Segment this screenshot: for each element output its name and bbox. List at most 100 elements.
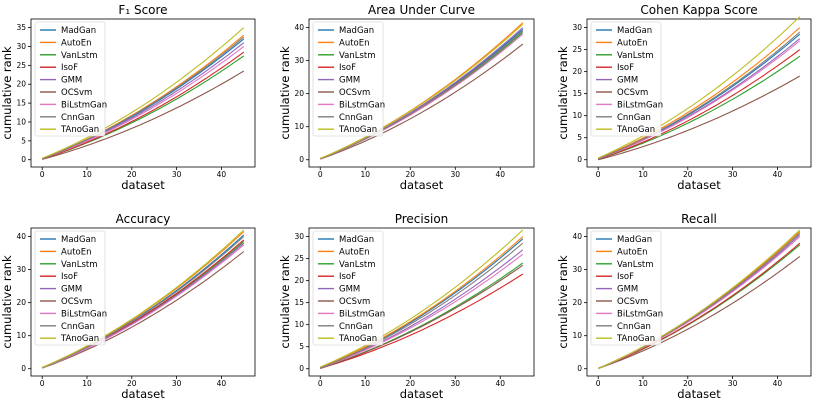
x-tick-label: 30	[728, 170, 738, 179]
legend-box	[590, 21, 662, 137]
series-line-autoen	[320, 236, 524, 368]
x-tick-label: 30	[450, 379, 460, 388]
legend-box	[312, 21, 384, 137]
series-line-isof	[598, 242, 801, 369]
legend-label: AutoEn	[61, 38, 92, 48]
legend-label: BiLstmGan	[61, 309, 107, 319]
subplot-6: Recall dataset cumulative rank 0 10 20 30 40 0 10…	[556, 212, 812, 401]
x-tick-label: 20	[683, 170, 693, 179]
series-line-cnngan	[41, 236, 245, 369]
y-tick-label: 30	[16, 42, 26, 51]
y-tick-label: 30	[294, 56, 304, 65]
chart-title: F₁ Score	[118, 3, 167, 17]
x-tick-label: 0	[40, 170, 45, 179]
x-tick-label: 0	[318, 379, 323, 388]
legend-box	[312, 230, 384, 346]
x-tick-label: 10	[360, 379, 370, 388]
legend: MadGan AutoEn VanLstm IsoF GMM OCSvm BiLstmGan…	[312, 21, 385, 137]
legend-label: MadGan	[61, 26, 96, 36]
series-line-cnngan	[597, 31, 801, 160]
x-tick-label: 10	[638, 379, 648, 388]
legend-label: GMM	[61, 285, 82, 295]
legend-label: MadGan	[339, 26, 374, 36]
series-line-tanogan	[597, 16, 801, 159]
legend-label: VanLstm	[61, 51, 98, 61]
legend-label: CnnGan	[617, 322, 651, 332]
series-line-tanogan	[320, 23, 524, 159]
series-line-bilstmgan	[320, 253, 524, 369]
legend-label: TAnoGan	[338, 125, 377, 135]
series-line-cnngan	[42, 36, 245, 160]
legend-label: TAnoGan	[338, 334, 377, 344]
y-tick-label: 20	[16, 80, 26, 89]
subplot-3: Cohen Kappa Score dataset cumulative rank 0…	[556, 3, 812, 192]
y-tick-label: 20	[572, 298, 582, 307]
legend-label: IsoF	[339, 63, 356, 73]
legend-label: CnnGan	[61, 322, 95, 332]
y-tick-label: 30	[572, 23, 582, 32]
legend-label: IsoF	[61, 63, 78, 73]
y-tick-label: 25	[294, 254, 304, 263]
series-line-bilstmgan	[42, 46, 245, 160]
y-tick-label: 20	[294, 89, 304, 98]
legend-label: VanLstm	[61, 260, 98, 270]
y-tick-label: 20	[16, 298, 26, 307]
x-tick-label: 10	[82, 170, 92, 179]
x-tick-label: 0	[596, 170, 601, 179]
y-axis-label: cumulative rank	[556, 255, 570, 349]
y-tick-label: 40	[16, 232, 26, 241]
legend-label: CnnGan	[61, 113, 95, 123]
legend-label: OCSvm	[617, 297, 648, 307]
legend: MadGan AutoEn VanLstm IsoF GMM OCSvm BiLstmGan…	[34, 21, 107, 137]
x-axis-label: dataset	[400, 178, 444, 192]
legend-label: VanLstm	[617, 51, 654, 61]
legend-label: IsoF	[617, 63, 634, 73]
y-tick-label: 10	[294, 320, 304, 329]
x-tick-label: 40	[217, 379, 227, 388]
x-tick-label: 20	[683, 379, 693, 388]
y-tick-label: 15	[294, 298, 304, 307]
series-line-ocsvm	[598, 255, 801, 369]
legend-label: GMM	[339, 285, 360, 295]
series-line-cnngan	[320, 30, 524, 160]
legend-label: BiLstmGan	[617, 100, 663, 110]
y-tick-label: 20	[572, 67, 582, 76]
legend-label: GMM	[339, 76, 360, 86]
legend-label: GMM	[61, 76, 82, 86]
legend-label: OCSvm	[339, 297, 370, 307]
legend-label: OCSvm	[617, 88, 648, 98]
legend-label: AutoEn	[617, 247, 648, 257]
legend: MadGan AutoEn VanLstm IsoF GMM OCSvm BiLstmGan…	[590, 21, 663, 137]
x-tick-label: 40	[495, 170, 505, 179]
y-tick-label: 30	[16, 265, 26, 274]
x-tick-label: 0	[40, 379, 45, 388]
y-tick-label: 0	[299, 364, 304, 373]
x-tick-label: 20	[405, 379, 415, 388]
x-tick-label: 20	[127, 170, 137, 179]
y-tick-label: 30	[294, 232, 304, 241]
legend: MadGan AutoEn VanLstm IsoF GMM OCSvm BiLstmGan…	[34, 230, 107, 346]
series-line-bilstmgan	[598, 40, 801, 160]
y-tick-label: 10	[16, 117, 26, 126]
legend-label: GMM	[617, 76, 638, 86]
x-tick-label: 40	[495, 379, 505, 388]
y-tick-label: 10	[572, 111, 582, 120]
y-tick-label: 40	[294, 23, 304, 32]
series-line-isof	[598, 49, 801, 160]
subplot-5: Precision dataset cumulative rank 0 10 20 30 40…	[278, 212, 535, 401]
x-tick-label: 10	[82, 379, 92, 388]
y-tick-label: 35	[16, 23, 26, 32]
chart-title: Accuracy	[116, 212, 171, 226]
series-line-isof	[42, 51, 245, 160]
legend-label: IsoF	[617, 272, 634, 282]
legend-label: TAnoGan	[60, 334, 99, 344]
series-line-ocsvm	[598, 75, 801, 161]
x-tick-label: 20	[127, 379, 137, 388]
x-axis-label: dataset	[677, 178, 721, 192]
chart-title: Precision	[395, 212, 449, 226]
x-tick-label: 30	[172, 379, 182, 388]
y-tick-label: 15	[16, 99, 26, 108]
legend-label: VanLstm	[339, 51, 376, 61]
series-line-tanogan	[41, 27, 245, 159]
legend-label: MadGan	[617, 26, 652, 36]
